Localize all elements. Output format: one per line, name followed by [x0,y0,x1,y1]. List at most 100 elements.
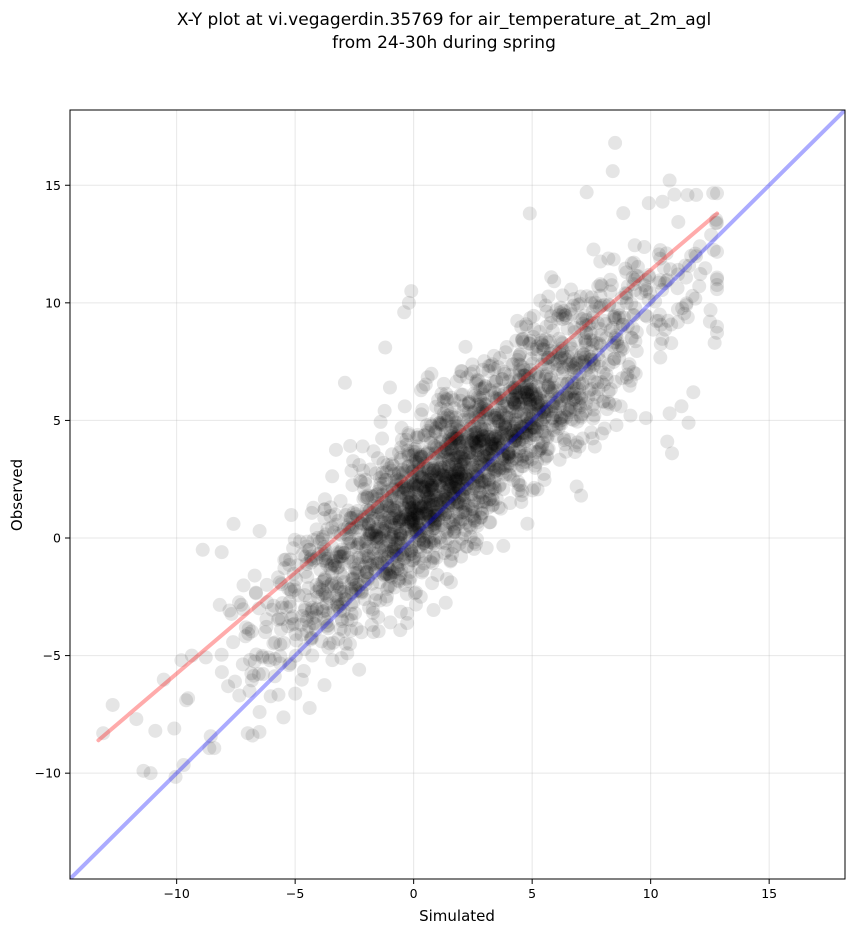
scatter-point [421,483,436,498]
scatter-point [447,435,462,450]
scatter-point [472,478,487,493]
scatter-point [506,428,521,443]
scatter-point [576,347,591,362]
scatter-point [515,381,530,396]
scatter-point [470,518,485,533]
scatter-point [450,431,465,446]
scatter-point [423,554,438,569]
scatter-point [478,449,493,464]
scatter-point [531,401,546,416]
scatter-point [553,305,568,320]
scatter-point [466,432,481,447]
scatter-point [513,478,528,493]
scatter-point [551,421,566,436]
scatter-point [475,490,490,505]
scatter-point [527,458,542,473]
scatter-point [437,484,452,499]
scatter-point [375,522,390,537]
scatter-point [398,508,413,523]
scatter-point [393,526,408,541]
scatter-point [517,382,532,397]
scatter-point [361,572,376,587]
scatter-point [420,474,435,489]
scatter-point [341,536,356,551]
scatter-point [564,307,579,322]
scatter-point [561,349,576,364]
scatter-point [453,512,468,527]
scatter-point [403,511,418,526]
scatter-point [483,441,498,456]
scatter-point [499,428,514,443]
scatter-point [148,723,163,738]
scatter-point [470,439,485,454]
scatter-point [405,448,420,463]
scatter-point [481,358,496,373]
scatter-point [664,317,679,332]
scatter-point [561,357,576,372]
scatter-point [351,583,366,598]
scatter-point [302,542,317,557]
scatter-point [406,447,421,462]
scatter-point [527,428,542,443]
scatter-point [339,588,354,603]
scatter-point [468,430,483,445]
scatter-point [607,335,622,350]
scatter-point [393,528,408,543]
scatter-point [540,442,555,457]
scatter-point [573,321,588,336]
scatter-point [259,612,274,627]
y-tick-label: −10 [35,766,61,781]
scatter-point [423,431,438,446]
scatter-point [584,344,599,359]
scatter-point [496,447,511,462]
scatter-point [608,312,623,327]
scatter-point [507,383,522,398]
scatter-point [344,585,359,600]
scatter-point [590,375,605,390]
scatter-point [546,394,561,409]
scatter-point [410,466,425,481]
scatter-point [528,387,543,402]
scatter-point [628,334,643,349]
scatter-point [417,472,432,487]
scatter-point [429,497,444,512]
scatter-point [321,551,336,566]
scatter-point [370,451,385,466]
scatter-point [394,432,409,447]
scatter-point [569,355,584,370]
scatter-point [445,462,460,477]
scatter-point [573,296,588,311]
scatter-point [689,187,704,202]
scatter-point [441,452,456,467]
scatter-point [326,553,341,568]
scatter-point [524,421,539,436]
scatter-point [379,566,394,581]
scatter-point [443,486,458,501]
scatter-point [468,438,483,453]
scatter-point [342,522,357,537]
scatter-point [440,482,455,497]
scatter-point [399,432,414,447]
scatter-point [441,477,456,492]
scatter-point [496,482,511,497]
scatter-point [391,531,406,546]
scatter-point [540,378,555,393]
scatter-point [483,358,498,373]
scatter-point [407,454,422,469]
scatter-point [429,488,444,503]
scatter-point [337,575,352,590]
scatter-point [392,513,407,528]
scatter-point [464,419,479,434]
scatter-point [453,462,468,477]
scatter-point [420,370,435,385]
scatter-point [664,336,679,351]
scatter-point [480,403,495,418]
scatter-point [450,469,465,484]
scatter-point [402,547,417,562]
scatter-point [364,513,379,528]
scatter-point [398,501,413,516]
scatter-point [496,437,511,452]
scatter-point [416,380,431,395]
scatter-point [310,590,325,605]
scatter-point [337,556,352,571]
